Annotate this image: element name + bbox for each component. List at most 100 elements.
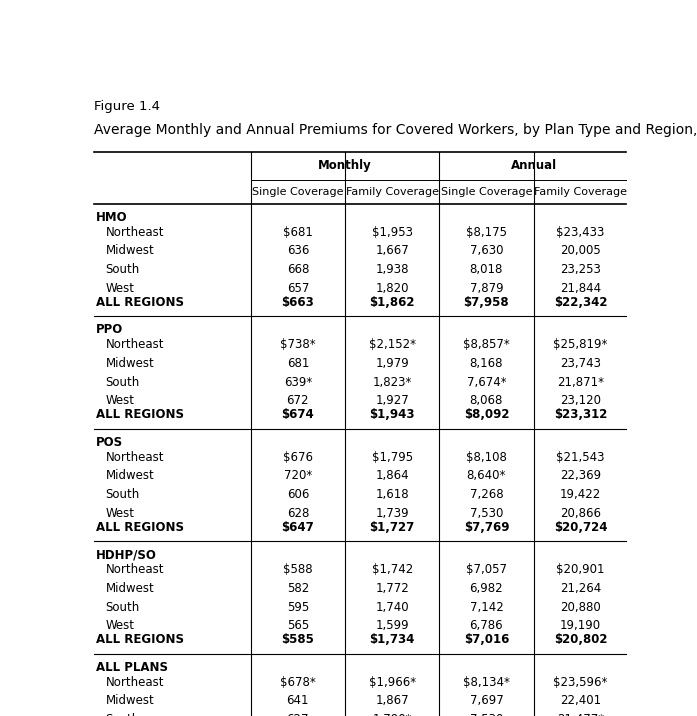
Text: 1,790*: 1,790* — [372, 713, 412, 716]
Text: Northeast: Northeast — [105, 675, 164, 689]
Text: Family Coverage: Family Coverage — [534, 187, 627, 197]
Text: ALL REGIONS: ALL REGIONS — [95, 634, 184, 647]
Text: HMO: HMO — [95, 211, 128, 223]
Text: 21,871*: 21,871* — [557, 376, 604, 389]
Text: 668: 668 — [286, 263, 309, 276]
Text: 627: 627 — [286, 713, 309, 716]
Text: 565: 565 — [286, 619, 309, 632]
Text: $663: $663 — [282, 296, 314, 309]
Text: $20,802: $20,802 — [554, 634, 607, 647]
Text: $7,057: $7,057 — [466, 563, 507, 576]
Text: $1,953: $1,953 — [372, 226, 413, 238]
Text: Annual: Annual — [510, 159, 557, 172]
Text: Figure 1.4: Figure 1.4 — [93, 100, 160, 112]
Text: 8,640*: 8,640* — [467, 469, 506, 483]
Text: South: South — [105, 601, 139, 614]
Text: 1,820: 1,820 — [376, 282, 409, 295]
Text: $681: $681 — [283, 226, 313, 238]
Text: ALL REGIONS: ALL REGIONS — [95, 296, 184, 309]
Text: POS: POS — [95, 435, 123, 448]
Text: 22,369: 22,369 — [560, 469, 602, 483]
Text: Midwest: Midwest — [105, 244, 154, 257]
Text: 681: 681 — [286, 357, 309, 370]
Text: 8,068: 8,068 — [470, 395, 503, 407]
Text: $20,724: $20,724 — [554, 521, 607, 534]
Text: $674: $674 — [282, 408, 314, 422]
Text: ALL REGIONS: ALL REGIONS — [95, 521, 184, 534]
Text: $1,862: $1,862 — [369, 296, 415, 309]
Text: $1,943: $1,943 — [369, 408, 415, 422]
Text: 7,697: 7,697 — [470, 695, 503, 707]
Text: 21,477*: 21,477* — [557, 713, 604, 716]
Text: $588: $588 — [283, 563, 313, 576]
Text: 23,743: 23,743 — [560, 357, 602, 370]
Text: Single Coverage: Single Coverage — [252, 187, 344, 197]
Text: 7,530: 7,530 — [470, 507, 503, 520]
Text: $23,433: $23,433 — [556, 226, 605, 238]
Text: $1,742: $1,742 — [372, 563, 413, 576]
Text: 21,264: 21,264 — [560, 582, 602, 595]
Text: $8,857*: $8,857* — [463, 338, 510, 351]
Text: 720*: 720* — [284, 469, 312, 483]
Text: $23,596*: $23,596* — [553, 675, 608, 689]
Text: 7,142: 7,142 — [470, 601, 503, 614]
Text: Northeast: Northeast — [105, 563, 164, 576]
Text: 8,018: 8,018 — [470, 263, 503, 276]
Text: $738*: $738* — [280, 338, 316, 351]
Text: $8,108: $8,108 — [466, 450, 507, 463]
Text: $585: $585 — [282, 634, 314, 647]
Text: Single Coverage: Single Coverage — [441, 187, 532, 197]
Text: 19,422: 19,422 — [560, 488, 602, 501]
Text: 20,005: 20,005 — [560, 244, 601, 257]
Text: 639*: 639* — [284, 376, 312, 389]
Text: 1,938: 1,938 — [376, 263, 409, 276]
Text: $678*: $678* — [280, 675, 316, 689]
Text: West: West — [105, 282, 135, 295]
Text: Northeast: Northeast — [105, 226, 164, 238]
Text: Monthly: Monthly — [318, 159, 372, 172]
Text: 6,982: 6,982 — [470, 582, 503, 595]
Text: $1,734: $1,734 — [369, 634, 415, 647]
Text: Average Monthly and Annual Premiums for Covered Workers, by Plan Type and Region: Average Monthly and Annual Premiums for … — [93, 123, 697, 137]
Text: 7,630: 7,630 — [470, 244, 503, 257]
Text: South: South — [105, 376, 139, 389]
Text: $22,342: $22,342 — [554, 296, 607, 309]
Text: 7,268: 7,268 — [470, 488, 503, 501]
Text: HDHP/SO: HDHP/SO — [95, 548, 157, 561]
Text: 1,927: 1,927 — [375, 395, 409, 407]
Text: $7,958: $7,958 — [464, 296, 510, 309]
Text: $21,543: $21,543 — [556, 450, 605, 463]
Text: ALL PLANS: ALL PLANS — [95, 661, 168, 674]
Text: Family Coverage: Family Coverage — [346, 187, 438, 197]
Text: 657: 657 — [286, 282, 309, 295]
Text: $7,769: $7,769 — [464, 521, 510, 534]
Text: 7,879: 7,879 — [470, 282, 503, 295]
Text: $647: $647 — [282, 521, 314, 534]
Text: $1,795: $1,795 — [372, 450, 413, 463]
Text: Midwest: Midwest — [105, 695, 154, 707]
Text: South: South — [105, 263, 139, 276]
Text: $25,819*: $25,819* — [553, 338, 608, 351]
Text: 582: 582 — [286, 582, 309, 595]
Text: 20,866: 20,866 — [560, 507, 602, 520]
Text: 6,786: 6,786 — [470, 619, 503, 632]
Text: 1,667: 1,667 — [375, 244, 409, 257]
Text: 628: 628 — [286, 507, 309, 520]
Text: 1,823*: 1,823* — [372, 376, 412, 389]
Text: 1,739: 1,739 — [375, 507, 409, 520]
Text: Northeast: Northeast — [105, 338, 164, 351]
Text: 1,618: 1,618 — [375, 488, 409, 501]
Text: $2,152*: $2,152* — [369, 338, 415, 351]
Text: 8,168: 8,168 — [470, 357, 503, 370]
Text: Northeast: Northeast — [105, 450, 164, 463]
Text: 22,401: 22,401 — [560, 695, 602, 707]
Text: 7,674*: 7,674* — [466, 376, 506, 389]
Text: $8,175: $8,175 — [466, 226, 507, 238]
Text: 595: 595 — [286, 601, 309, 614]
Text: $8,134*: $8,134* — [463, 675, 510, 689]
Text: Midwest: Midwest — [105, 582, 154, 595]
Text: 641: 641 — [286, 695, 309, 707]
Text: South: South — [105, 713, 139, 716]
Text: $1,966*: $1,966* — [369, 675, 415, 689]
Text: 1,864: 1,864 — [375, 469, 409, 483]
